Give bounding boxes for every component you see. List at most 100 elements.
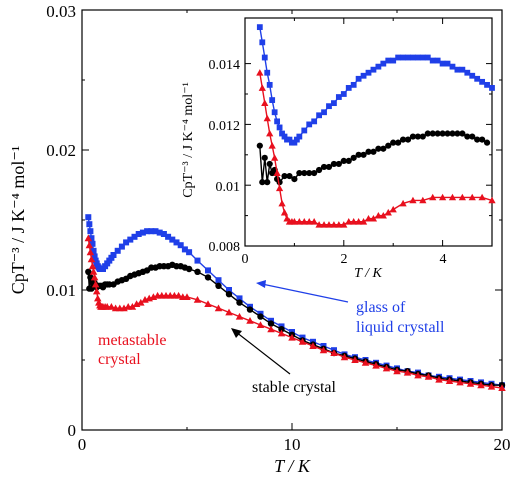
- data-point-triangle: [364, 215, 373, 222]
- data-point-square: [449, 63, 456, 70]
- data-point-square: [479, 78, 486, 85]
- data-point-triangle: [488, 196, 496, 204]
- data-point-triangle: [340, 221, 348, 228]
- data-point-circle: [266, 160, 273, 168]
- data-point-triangle: [91, 280, 100, 288]
- data-point-triangle: [128, 303, 137, 310]
- data-point-square: [205, 267, 211, 274]
- data-point-square: [306, 121, 313, 128]
- data-point-circle: [390, 139, 397, 146]
- data-point-triangle: [261, 99, 269, 107]
- data-point-triangle: [435, 375, 443, 383]
- data-point-circle: [414, 133, 421, 140]
- data-point-square: [90, 247, 97, 254]
- data-point-square: [86, 221, 93, 228]
- data-point-circle: [185, 265, 193, 273]
- data-point-square: [259, 39, 266, 46]
- data-point-triangle: [350, 218, 358, 225]
- data-point-square: [269, 97, 276, 103]
- data-point-triangle: [295, 218, 303, 225]
- data-point-circle: [409, 133, 417, 140]
- data-point-triangle: [174, 291, 183, 299]
- main-ytick-label: 0.03: [46, 2, 76, 21]
- data-point-triangle: [267, 325, 275, 333]
- data-point-square: [139, 229, 146, 236]
- data-point-triangle: [275, 184, 284, 192]
- data-point-square: [439, 60, 446, 67]
- data-point-square: [405, 54, 411, 61]
- data-point-triangle: [448, 193, 457, 201]
- data-point-triangle: [309, 342, 317, 349]
- data-point-square: [489, 85, 495, 91]
- data-point-square: [419, 54, 426, 61]
- data-point-square: [261, 54, 268, 61]
- data-point-triangle: [86, 248, 95, 256]
- data-point-circle: [278, 326, 285, 333]
- data-point-triangle: [359, 218, 368, 225]
- data-point-square: [380, 60, 387, 67]
- data-point-triangle: [374, 211, 383, 219]
- data-point-square: [429, 57, 436, 64]
- inset-ytick-label: 0.01: [216, 180, 241, 195]
- data-point-circle: [340, 157, 347, 164]
- data-point-triangle: [393, 367, 401, 375]
- data-point-triangle: [369, 215, 378, 222]
- data-point-square: [118, 243, 125, 250]
- data-point-square: [127, 236, 134, 243]
- data-point-triangle: [246, 317, 254, 324]
- data-point-circle: [474, 136, 481, 143]
- data-point-square: [296, 133, 303, 140]
- data-point-square: [434, 57, 441, 64]
- main-ytick-label: 0.01: [46, 281, 76, 300]
- data-point-square: [264, 69, 271, 76]
- data-point-square: [110, 252, 117, 258]
- annotation-stable-crystal: stable crystal: [252, 379, 337, 396]
- data-point-square: [135, 231, 142, 237]
- data-point-circle: [365, 148, 372, 155]
- data-point-square: [331, 100, 337, 107]
- data-point-circle: [385, 142, 392, 149]
- data-point-circle: [259, 179, 266, 186]
- inset-ytick-label: 0.014: [209, 58, 241, 73]
- main-xtick-label: 0: [78, 435, 87, 454]
- inset-xtick-label: 0: [242, 252, 249, 267]
- data-point-square: [316, 112, 322, 119]
- data-point-circle: [316, 166, 323, 174]
- data-point-circle: [449, 130, 456, 137]
- data-point-triangle: [256, 321, 265, 328]
- data-point-circle: [360, 151, 367, 158]
- data-point-square: [144, 228, 151, 235]
- data-point-square: [355, 75, 362, 82]
- data-point-circle: [261, 154, 268, 161]
- data-point-triangle: [258, 84, 266, 91]
- inset-xtick-label: 2: [341, 252, 348, 267]
- data-point-triangle: [84, 234, 93, 242]
- data-point-circle: [419, 133, 426, 140]
- data-point-square: [301, 127, 308, 134]
- inset-ticks: [244, 18, 492, 247]
- data-point-square: [390, 57, 397, 64]
- data-point-square: [484, 81, 490, 88]
- data-point-circle: [194, 268, 201, 275]
- data-point-triangle: [456, 378, 464, 386]
- data-point-circle: [434, 130, 441, 137]
- data-point-circle: [246, 306, 254, 313]
- data-point-triangle: [193, 296, 202, 303]
- data-point-triangle: [290, 218, 299, 225]
- data-point-square: [311, 118, 318, 125]
- data-point-square: [281, 133, 288, 140]
- data-point-square: [326, 103, 332, 110]
- data-point-square: [474, 75, 481, 82]
- data-point-triangle: [354, 218, 363, 225]
- data-point-circle: [215, 282, 222, 289]
- data-point-triangle: [204, 300, 212, 307]
- data-point-triangle: [429, 193, 437, 201]
- data-point-triangle: [330, 349, 338, 356]
- data-point-square: [186, 249, 193, 256]
- data-point-square: [169, 236, 176, 243]
- inset-xtick-label: 4: [440, 252, 447, 267]
- data-point-square: [88, 235, 95, 242]
- data-point-triangle: [214, 304, 223, 312]
- data-point-circle: [404, 136, 412, 143]
- data-point-triangle: [298, 338, 307, 345]
